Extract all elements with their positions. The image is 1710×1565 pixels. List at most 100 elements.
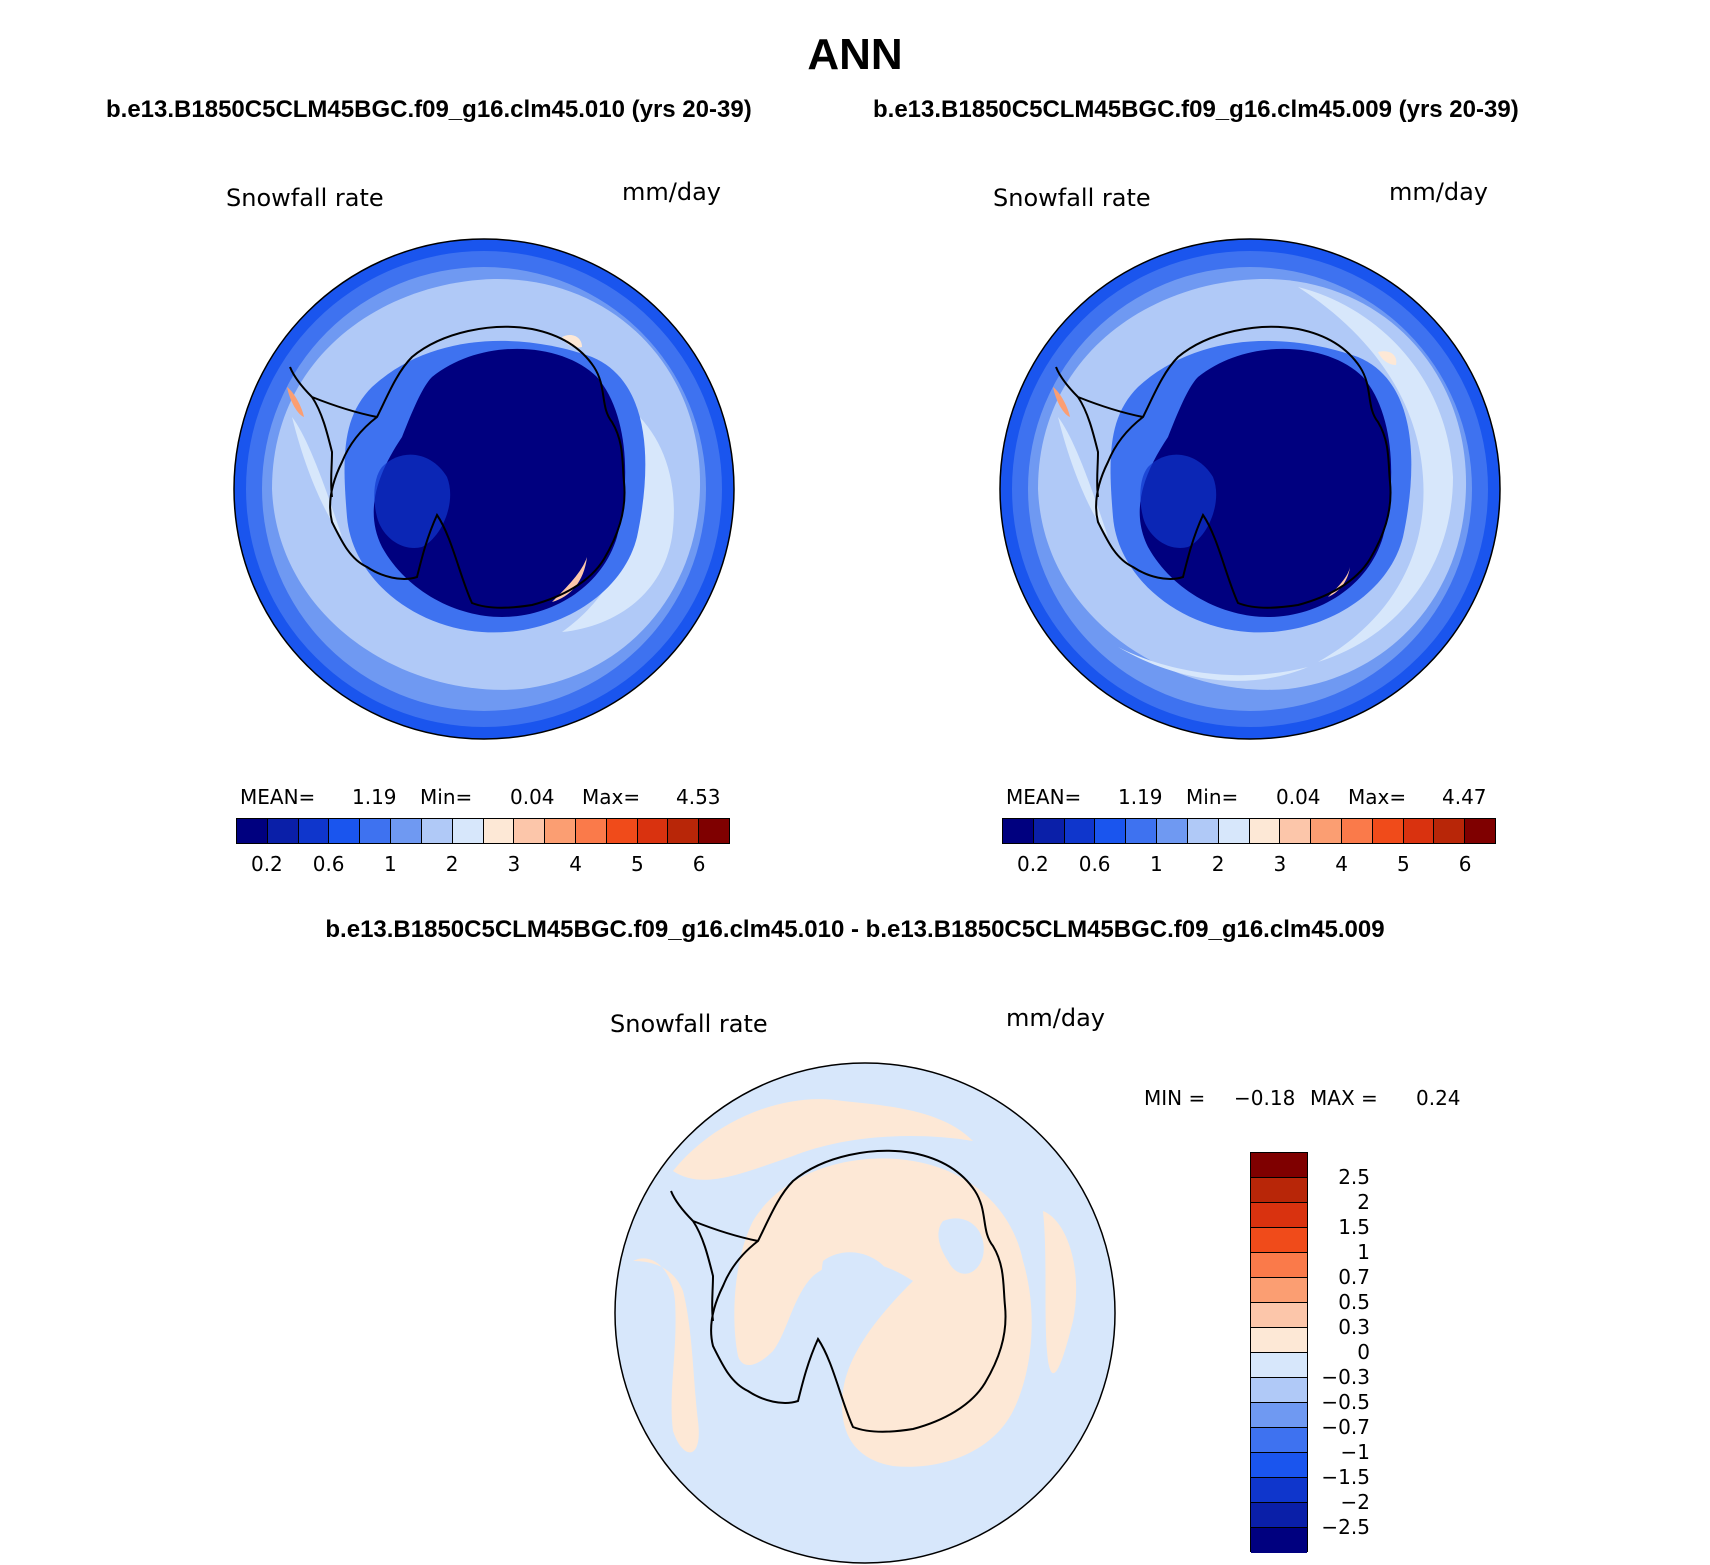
colorbar-box: [1126, 819, 1158, 843]
panel2-min-label: Min=: [1186, 785, 1239, 809]
colorbar-box: [1403, 819, 1435, 843]
diff-colorbar-label: 0.7: [1338, 1265, 1370, 1289]
colorbar-tick-label: 4: [569, 852, 582, 876]
colorbar-tick-label: 3: [507, 852, 521, 876]
colorbar-box: [1434, 819, 1466, 843]
diff-colorbar-label: −2: [1340, 1490, 1370, 1514]
colorbar-tick-label: 0.6: [1078, 852, 1111, 876]
diff-colorbar-label: 2: [1357, 1190, 1370, 1214]
colorbar-tick-label: 4: [1335, 852, 1348, 876]
colorbar-box: [329, 819, 361, 843]
diff-colorbar-label: −1: [1340, 1440, 1370, 1464]
panel1-colorbar-labels: 0.2 0.6 1 2 3 4 5 6: [236, 852, 730, 876]
diff-map: [614, 1062, 1116, 1564]
colorbar-box: [1280, 819, 1312, 843]
colorbar-tick-label: 0.2: [250, 852, 283, 876]
diff-positive-west: [633, 1258, 699, 1453]
colorbar-box: [637, 819, 669, 843]
peninsula-highlight: [1053, 387, 1070, 417]
map-border: [233, 238, 735, 740]
colorbar-box: [1033, 819, 1065, 843]
diff-colorbar-label: 0.3: [1338, 1315, 1370, 1339]
colorbar-box: [668, 819, 700, 843]
colorbar-box: [1064, 819, 1096, 843]
panel1-min-label: Min=: [420, 785, 473, 809]
colorbar-box: [514, 819, 546, 843]
colorbar-tick-label: 5: [1397, 852, 1410, 876]
diff-colorbar-label: −0.7: [1321, 1415, 1370, 1439]
colorbar-box: [1311, 819, 1342, 843]
colorbar-box: [391, 819, 422, 843]
colorbar-tick-label: 6: [1458, 852, 1472, 876]
diff-negative-patch-ross: [821, 1252, 888, 1341]
diff-colorbar-box: [1251, 1178, 1307, 1203]
peninsula-coastline: [289, 366, 378, 498]
diff-colorbar-label: −2.5: [1321, 1515, 1370, 1539]
coastal-highlight: [552, 557, 587, 602]
diff-stats: MIN = −0.18 MAX = 0.24: [1144, 1086, 1474, 1110]
panel2-colorbar: [1002, 818, 1496, 844]
diff-colorbar-box: [1251, 1303, 1307, 1328]
coastal-highlight-ne: [1378, 351, 1397, 365]
diff-positive-east: [1043, 1211, 1077, 1374]
panel2-max: 4.47: [1442, 785, 1487, 809]
interior-swirl: [374, 454, 451, 548]
colorbar-tick-label: 1: [1150, 852, 1163, 876]
diff-min-label: MIN =: [1144, 1086, 1206, 1110]
panel2-mean-label: MEAN=: [1006, 785, 1082, 809]
peninsula-coastline: [670, 1190, 759, 1322]
colorbar-box: [1003, 819, 1034, 843]
diff-colorbar-box: [1251, 1403, 1307, 1428]
colorbar-box: [1341, 819, 1373, 843]
diff-colorbar-label: −1.5: [1321, 1465, 1370, 1489]
diff-colorbar-label: 1: [1357, 1240, 1370, 1264]
diff-colorbar-box: [1251, 1503, 1307, 1528]
colorbar-box: [483, 819, 515, 843]
diff-colorbar-label: −0.3: [1321, 1365, 1370, 1389]
colorbar-box: [452, 819, 484, 843]
diff-colorbar-box: [1251, 1278, 1307, 1303]
diff-colorbar-box: [1251, 1428, 1307, 1453]
diff-variable: Snowfall rate: [610, 1010, 768, 1038]
diff-colorbar-box: [1251, 1353, 1307, 1378]
panel1-max-label: Max=: [582, 785, 641, 809]
diff-positive-north: [673, 1099, 973, 1180]
colorbar-tick-label: 3: [1273, 852, 1287, 876]
antarctica-interior: [373, 348, 626, 617]
case2-title: b.e13.B1850C5CLM45BGC.f09_g16.clm45.009 …: [873, 96, 1519, 123]
panel1-map: [233, 238, 735, 740]
diff-negative-patch: [938, 1218, 984, 1274]
colorbar-tick-label: 2: [445, 852, 459, 876]
diff-colorbar-box: [1251, 1528, 1307, 1553]
diff-min: −0.18: [1234, 1086, 1296, 1110]
diff-colorbar-label: −0.5: [1321, 1390, 1370, 1414]
colorbar-tick-label: 2: [1211, 852, 1225, 876]
diff-colorbar-labels: 2.5 2 1.5 1 0.7 0.5 0.3 0 −0.3 −0.5 −0.7 −1 −1.5 −2 −2…: [1300, 1152, 1380, 1552]
panel2-variable: Snowfall rate: [993, 184, 1151, 212]
colorbar-box: [1465, 819, 1495, 843]
diff-colorbar-label: 0.5: [1338, 1290, 1370, 1314]
difference-title: b.e13.B1850C5CLM45BGC.f09_g16.clm45.010 …: [325, 916, 1385, 943]
diff-colorbar-box: [1251, 1253, 1307, 1278]
colorbar-tick-label: 5: [631, 852, 644, 876]
colorbar-tick-label: 0.6: [312, 852, 345, 876]
colorbar-box: [267, 819, 299, 843]
panel1-colorbar: [236, 818, 730, 844]
panel2-stats: MEAN= 1.19 Min= 0.04 Max= 4.47: [1006, 785, 1506, 809]
colorbar-box: [237, 819, 268, 843]
panel2-colorbar-labels: 0.2 0.6 1 2 3 4 5 6: [1002, 852, 1496, 876]
colorbar-box: [545, 819, 576, 843]
diff-colorbar-box: [1251, 1153, 1307, 1178]
diff-colorbar-box: [1251, 1378, 1307, 1403]
panel1-stats: MEAN= 1.19 Min= 0.04 Max= 4.53: [240, 785, 740, 809]
peninsula-coastline: [1055, 366, 1144, 498]
interior-swirl: [1140, 454, 1217, 548]
colorbar-box: [699, 819, 729, 843]
colorbar-box: [1249, 819, 1281, 843]
panel1-mean: 1.19: [352, 785, 397, 809]
panel1-mean-label: MEAN=: [240, 785, 316, 809]
colorbar-tick-label: 1: [384, 852, 397, 876]
colorbar-tick-label: 0.2: [1016, 852, 1049, 876]
diff-colorbar-box: [1251, 1203, 1307, 1228]
coastal-highlight-ne: [562, 335, 582, 348]
